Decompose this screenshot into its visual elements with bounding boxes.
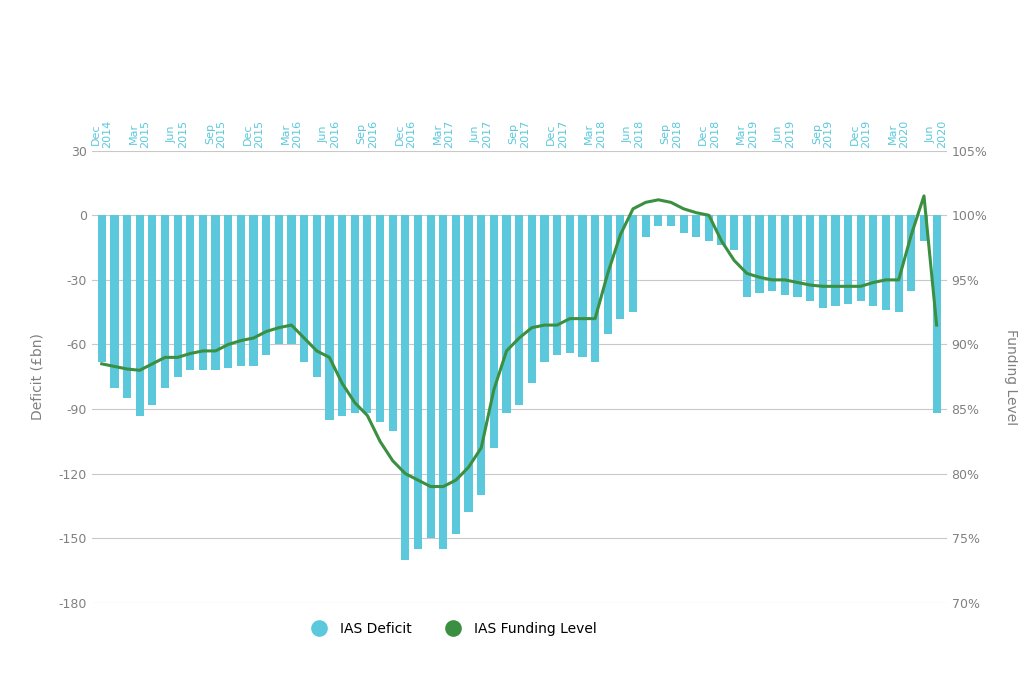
Bar (477, 215, 486, 495)
Bar (882, 215, 890, 310)
Bar (199, 215, 207, 371)
Bar (237, 215, 245, 366)
Bar (98, 215, 106, 362)
Bar (173, 215, 182, 377)
Bar (123, 215, 131, 398)
Legend: IAS Deficit, IAS Funding Level: IAS Deficit, IAS Funding Level (299, 616, 603, 641)
Bar (629, 215, 637, 312)
Bar (275, 215, 283, 345)
Bar (149, 215, 157, 405)
Bar (401, 215, 409, 560)
Bar (262, 215, 271, 356)
Bar (655, 215, 663, 226)
Bar (932, 215, 941, 413)
Bar (667, 215, 675, 226)
Bar (578, 215, 586, 358)
Bar (856, 215, 865, 301)
Bar (920, 215, 928, 241)
Bar (730, 215, 738, 250)
Bar (832, 215, 840, 306)
Bar (376, 215, 384, 422)
Bar (553, 215, 561, 356)
Bar (844, 215, 852, 303)
Bar (389, 215, 397, 431)
Bar (439, 215, 447, 549)
Y-axis label: Deficit (£bn): Deficit (£bn) (31, 334, 45, 420)
Bar (515, 215, 523, 405)
Bar (224, 215, 232, 368)
Bar (452, 215, 460, 534)
Bar (414, 215, 422, 549)
Bar (818, 215, 827, 308)
Bar (680, 215, 688, 232)
Bar (186, 215, 194, 371)
Bar (718, 215, 726, 245)
Bar (135, 215, 144, 416)
Bar (427, 215, 435, 538)
Bar (363, 215, 372, 413)
Bar (743, 215, 751, 297)
Bar (541, 215, 549, 362)
Bar (641, 215, 649, 237)
Bar (212, 215, 220, 371)
Bar (287, 215, 295, 345)
Bar (692, 215, 700, 237)
Bar (161, 215, 169, 388)
Bar (781, 215, 789, 295)
Bar (110, 215, 118, 388)
Bar (300, 215, 308, 362)
Bar (527, 215, 535, 383)
Bar (793, 215, 801, 297)
Bar (907, 215, 915, 290)
Bar (704, 215, 713, 241)
Bar (616, 215, 624, 319)
Bar (490, 215, 498, 448)
Bar (566, 215, 574, 353)
Bar (806, 215, 814, 301)
Bar (604, 215, 612, 334)
Bar (869, 215, 878, 306)
Bar (755, 215, 764, 292)
Bar (895, 215, 903, 312)
Bar (350, 215, 358, 413)
Bar (326, 215, 334, 420)
Bar (464, 215, 472, 512)
Bar (591, 215, 600, 362)
Bar (768, 215, 777, 290)
Bar (313, 215, 321, 377)
Bar (249, 215, 258, 366)
Bar (338, 215, 346, 416)
Bar (503, 215, 511, 413)
Y-axis label: Funding Level: Funding Level (1004, 329, 1018, 425)
